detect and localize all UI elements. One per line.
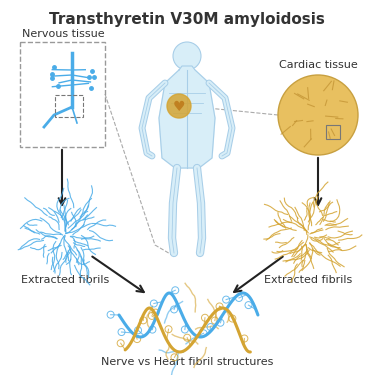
Text: Nerve vs Heart fibril structures: Nerve vs Heart fibril structures bbox=[101, 357, 273, 367]
Text: Nervous tissue: Nervous tissue bbox=[22, 29, 105, 39]
Circle shape bbox=[278, 75, 358, 155]
Polygon shape bbox=[159, 66, 215, 168]
Text: Transthyretin V30M amyloidosis: Transthyretin V30M amyloidosis bbox=[49, 12, 325, 27]
Text: Extracted fibrils: Extracted fibrils bbox=[21, 275, 109, 285]
Text: ♥: ♥ bbox=[173, 100, 185, 114]
Circle shape bbox=[173, 42, 201, 70]
Text: Cardiac tissue: Cardiac tissue bbox=[279, 60, 357, 70]
Text: Extracted fibrils: Extracted fibrils bbox=[264, 275, 352, 285]
Circle shape bbox=[167, 94, 191, 118]
